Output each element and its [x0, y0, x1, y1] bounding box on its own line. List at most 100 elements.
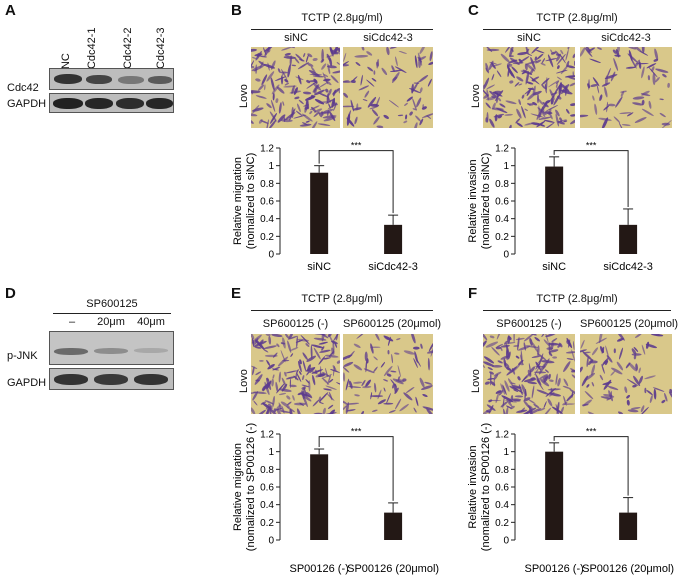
stained-cell — [370, 343, 374, 354]
stained-cell — [557, 343, 561, 348]
stained-cell — [591, 347, 599, 356]
stained-cell — [348, 380, 353, 389]
stained-cell — [266, 119, 269, 128]
stained-cell — [483, 356, 495, 364]
stained-cell — [354, 116, 358, 125]
stained-cell — [414, 351, 418, 363]
stained-cell — [557, 65, 560, 70]
stained-cell — [601, 359, 607, 366]
stained-cell — [491, 62, 496, 69]
stained-cell — [506, 64, 513, 68]
stained-cell — [383, 387, 386, 392]
stained-cell — [566, 65, 575, 69]
stained-cell — [259, 55, 268, 58]
stained-cell — [536, 389, 550, 395]
stained-cell — [366, 79, 375, 87]
bar — [384, 224, 403, 254]
stained-cell — [299, 371, 302, 375]
stained-cell — [329, 47, 334, 57]
stained-cell — [605, 345, 609, 359]
stained-cell — [504, 362, 510, 368]
stained-cell — [527, 87, 535, 90]
stained-cell — [530, 407, 542, 414]
stained-cell — [653, 388, 657, 400]
stained-cell — [301, 384, 310, 388]
y-tick-label: 1.2 — [260, 144, 274, 155]
stained-cell — [515, 118, 521, 124]
stained-cell — [565, 49, 569, 61]
stained-cell — [277, 68, 281, 73]
stained-cell — [354, 394, 360, 397]
stained-cell — [424, 381, 433, 385]
stained-cell — [269, 408, 278, 414]
stained-cell — [523, 397, 531, 402]
stained-cell — [516, 76, 524, 82]
stained-cell — [566, 357, 574, 361]
stained-cell — [358, 85, 370, 91]
stained-cell — [550, 342, 554, 351]
stained-cell — [394, 352, 400, 355]
stained-cell — [504, 113, 513, 116]
stained-cell — [513, 389, 519, 392]
stained-cell — [387, 350, 390, 355]
stained-cell — [667, 82, 670, 88]
stained-cell — [483, 77, 490, 90]
y-tick-label: 0.4 — [495, 500, 509, 511]
stained-cell — [251, 334, 255, 340]
stained-cell — [332, 365, 337, 372]
stained-cell — [627, 409, 639, 413]
stained-cell — [325, 367, 328, 378]
stained-cell — [493, 371, 502, 377]
stained-cell — [580, 47, 586, 57]
stained-cell — [612, 49, 617, 54]
stained-cell — [271, 334, 283, 338]
stained-cell — [582, 351, 593, 361]
stained-cell — [534, 337, 541, 342]
lane-label: 40μm — [137, 316, 165, 328]
condition-header: TCTP (2.8μg/ml) — [301, 293, 383, 305]
stained-cell — [555, 113, 560, 127]
stained-cell — [601, 82, 611, 87]
y-tick-label: 0.6 — [495, 483, 509, 494]
micrograph-e-control — [251, 334, 340, 414]
stained-cell — [307, 94, 315, 99]
stained-cell — [654, 48, 659, 61]
bar — [619, 512, 638, 540]
stained-cell — [327, 404, 334, 409]
stained-cell — [366, 358, 369, 364]
stained-cell — [541, 334, 546, 338]
bar — [310, 454, 329, 540]
stained-cell — [272, 92, 275, 101]
stained-cell — [397, 114, 404, 117]
micrograph-cells — [580, 334, 672, 414]
stained-cell — [634, 334, 642, 338]
stained-cell — [287, 64, 291, 78]
y-tick-label: 1 — [503, 161, 509, 172]
stained-cell — [276, 343, 280, 348]
cell-line-label: Lovo — [238, 369, 250, 393]
stained-cell — [627, 47, 637, 50]
stained-cell — [491, 73, 495, 81]
stained-cell — [586, 356, 589, 368]
stained-cell — [293, 114, 307, 119]
stained-cell — [297, 74, 302, 85]
stained-cell — [277, 356, 289, 367]
stained-cell — [360, 74, 363, 86]
stained-cell — [500, 53, 510, 63]
stained-cell — [343, 92, 349, 98]
stained-cell — [508, 124, 512, 128]
stained-cell — [353, 343, 361, 348]
stained-cell — [489, 61, 498, 65]
stained-cell — [486, 47, 493, 52]
stained-cell — [345, 409, 356, 412]
stained-cell — [640, 93, 651, 97]
treatment-bracket — [53, 313, 171, 314]
stained-cell — [540, 102, 548, 112]
stained-cell — [373, 366, 378, 373]
stained-cell — [267, 62, 270, 71]
stained-cell — [309, 73, 322, 76]
stained-cell — [264, 400, 274, 405]
stained-cell — [485, 341, 499, 348]
stained-cell — [275, 381, 279, 393]
stained-cell — [662, 73, 667, 78]
